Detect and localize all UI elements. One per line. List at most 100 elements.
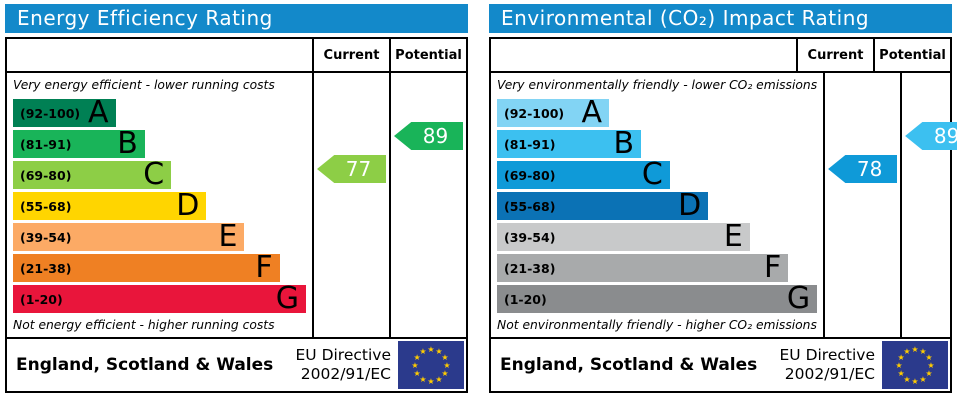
band-e: (39-54) E [13,219,245,254]
band-range: (55-68) [20,198,72,214]
band-g: (1-20) G [497,284,818,314]
band-letter: F [764,250,782,285]
region-label: England, Scotland & Wales [16,355,274,375]
band-letter: C [641,157,663,192]
band-row-a: (92-100) A [13,95,306,130]
band-range: (92-100) [504,105,565,121]
band-row-b: (81-91) B [13,126,306,161]
band-range: (81-91) [20,136,72,152]
svg-text:★: ★ [441,353,448,362]
band-b: (81-91) B [13,126,145,161]
svg-text:★: ★ [903,347,910,356]
current-column-header: Current [312,39,389,71]
table-header-row: Current Potential [491,39,950,73]
band-range: (21-38) [20,260,72,276]
band-row-c: (69-80) C [13,157,306,192]
band-c: (69-80) C [497,157,670,192]
svg-text:★: ★ [435,347,442,356]
band-range: (69-80) [504,167,556,183]
top-note: Very environmentally friendly - lower CO… [497,78,818,92]
band-chart: Very environmentally friendly - lower CO… [491,73,823,337]
page-title: Environmental (CO₂) Impact Rating [489,4,952,33]
environmental-rating-table: Current Potential Very environmentally f… [489,37,957,393]
band-f: (21-38) F [497,250,789,285]
potential-rating-value: 89 [422,124,449,148]
band-row-f: (21-38) F [497,250,817,285]
potential-value-cell: 89 [389,73,466,337]
table-footer: England, Scotland & Wales EU Directive 2… [491,337,950,391]
band-letter: C [143,157,165,192]
current-column-header: Current [796,39,873,71]
svg-text:★: ★ [898,369,905,378]
svg-text:★: ★ [925,353,932,362]
potential-rating-arrow: 89 [394,122,463,150]
band-range: (21-38) [504,260,556,276]
band-letter: B [613,126,635,161]
svg-text:★: ★ [911,377,918,386]
band-g: (1-20) G [13,284,306,314]
top-note: Very energy efficient - lower running co… [13,78,275,92]
potential-rating-value: 89 [933,124,957,148]
current-rating-value: 78 [856,157,883,181]
band-row-e: (39-54) E [13,219,306,254]
svg-text:★: ★ [919,375,926,384]
potential-value-cell: 89 [900,73,957,337]
header-spacer [7,39,312,71]
svg-text:★: ★ [435,375,442,384]
current-rating-value: 77 [345,157,372,181]
band-letter: D [678,188,702,223]
svg-text:★: ★ [419,375,426,384]
current-rating-arrow: 78 [828,155,898,183]
panel-energy-efficiency: Energy Efficiency Rating Current Potenti… [5,4,468,393]
band-b: (81-91) B [497,126,642,161]
band-letter: E [218,219,238,254]
band-range: (39-54) [20,229,72,245]
header-spacer [491,39,796,71]
potential-column-header: Potential [389,39,466,71]
svg-text:★: ★ [895,361,902,370]
svg-text:★: ★ [911,345,918,354]
band-letter: E [723,219,743,254]
current-rating-arrow: 77 [317,155,386,183]
band-a: (92-100) A [13,95,116,130]
band-row-c: (69-80) C [497,157,817,192]
eu-directive-label: EU Directive 2002/91/EC [295,346,392,383]
potential-column-header: Potential [873,39,950,71]
band-a: (92-100) A [497,95,610,130]
svg-text:★: ★ [903,375,910,384]
band-row-f: (21-38) F [13,250,306,285]
band-row-g: (1-20) G [497,284,818,314]
eu-flag-icon: ★ ★ ★ ★ ★ ★ ★ ★ ★ ★ ★ ★ [398,341,464,389]
table-body: Very energy efficient - lower running co… [7,73,466,337]
current-value-cell: 77 [312,73,389,337]
band-range: (55-68) [504,198,556,214]
svg-text:★: ★ [919,347,926,356]
band-e: (39-54) E [497,219,750,254]
band-letter: F [255,250,273,285]
svg-text:★: ★ [414,353,421,362]
svg-text:★: ★ [925,369,932,378]
energy-rating-table: Current Potential Very energy efficient … [5,37,468,393]
region-label: England, Scotland & Wales [500,355,758,375]
eu-flag-icon: ★ ★ ★ ★ ★ ★ ★ ★ ★ ★ ★ ★ [882,341,948,389]
svg-text:★: ★ [411,361,418,370]
bottom-note: Not environmentally friendly - higher CO… [497,318,817,332]
svg-text:★: ★ [441,369,448,378]
band-f: (21-38) F [13,250,280,285]
band-range: (1-20) [504,291,547,307]
band-row-d: (55-68) D [13,191,306,221]
band-row-a: (92-100) A [497,95,817,130]
band-letter: B [117,126,138,161]
svg-text:★: ★ [898,353,905,362]
band-letter: A [581,95,603,130]
band-range: (69-80) [20,167,72,183]
band-chart: Very energy efficient - lower running co… [7,73,312,337]
band-d: (55-68) D [13,191,207,221]
page-title: Energy Efficiency Rating [5,4,468,33]
band-letter: A [88,95,109,130]
band-row-d: (55-68) D [497,188,817,223]
svg-text:★: ★ [427,345,434,354]
table-body: Very environmentally friendly - lower CO… [491,73,957,337]
bottom-note: Not energy efficient - higher running co… [13,318,275,332]
